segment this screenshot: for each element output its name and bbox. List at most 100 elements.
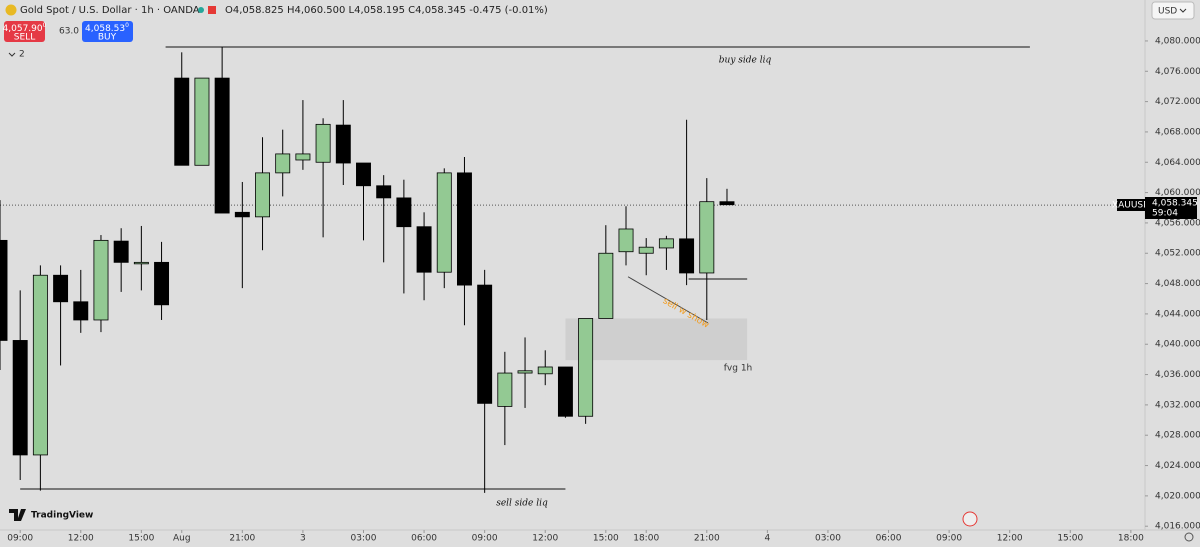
buy-price[interactable]: 4,058.530: [85, 22, 129, 34]
candle-body: [396, 197, 412, 228]
x-tick-label: 06:00: [876, 534, 902, 544]
candle-body: [356, 162, 371, 187]
currency[interactable]: USD: [1158, 7, 1177, 17]
status-dot: [198, 7, 204, 13]
candle-body: [477, 284, 493, 404]
y-tick-label: 4,060.000: [1155, 188, 1200, 198]
candle-body: [618, 228, 634, 253]
sell-price-main[interactable]: 4,057.90: [3, 24, 43, 34]
buy-price-sup[interactable]: 0: [125, 22, 129, 29]
candle-body: [234, 211, 250, 218]
x-tick-label: 06:00: [411, 534, 437, 544]
price-tag-symbol-box: [1117, 199, 1145, 211]
candle-body: [12, 340, 28, 456]
candle-body: [53, 274, 69, 303]
price-tag-price: 4,058.345: [1152, 199, 1198, 209]
x-tick-label: 3: [300, 534, 306, 544]
candle-body: [133, 261, 149, 265]
x-tick-label: 09:00: [936, 534, 962, 544]
x-tick-label: 21:00: [229, 534, 255, 544]
x-tick-label: 18:00: [633, 534, 659, 544]
x-tick-label: 03:00: [815, 534, 841, 544]
buy-label[interactable]: BUY: [98, 33, 117, 43]
candle-body: [93, 239, 109, 321]
y-tick-label: 4,032.000: [1155, 400, 1200, 410]
x-tick-label: 15:00: [593, 534, 619, 544]
price-tag-symbol: XAUUSD: [1112, 201, 1150, 211]
y-tick-label: 4,040.000: [1155, 340, 1200, 350]
buy-price-main[interactable]: 4,058.53: [85, 24, 125, 34]
x-tick-label: 12:00: [68, 534, 94, 544]
candle-body: [416, 226, 432, 273]
candle-body: [113, 240, 129, 263]
candle-body: [679, 238, 695, 274]
y-tick-label: 4,036.000: [1155, 370, 1200, 380]
fvg-box: [565, 318, 748, 361]
candle-body: [456, 172, 472, 286]
y-tick-label: 4,056.000: [1155, 218, 1200, 228]
indicator-count[interactable]: 2: [19, 50, 25, 60]
candle-body: [517, 370, 533, 374]
x-tick-label: 15:00: [1057, 534, 1083, 544]
price-tag-box: [1145, 197, 1197, 219]
candle-body: [658, 238, 674, 249]
sell-price[interactable]: 4,057.900: [3, 22, 47, 34]
candle-body: [335, 124, 351, 164]
candle-body: [174, 77, 190, 166]
candle-body: [275, 153, 291, 174]
y-tick-label: 4,064.000: [1155, 158, 1200, 168]
x-tick-label: 12:00: [532, 534, 558, 544]
y-tick-label: 4,072.000: [1155, 97, 1200, 107]
y-tick-label: 4,024.000: [1155, 461, 1200, 471]
candle-body: [376, 185, 392, 199]
price-tag-countdown: 59:04: [1152, 209, 1178, 219]
y-tick-label: 4,068.000: [1155, 127, 1200, 137]
x-tick-label: 09:00: [472, 534, 498, 544]
x-tick-label: 09:00: [7, 534, 33, 544]
sell-label[interactable]: SELL: [14, 33, 35, 43]
collapse-icon[interactable]: [8, 52, 16, 57]
x-tick-label: 03:00: [351, 534, 377, 544]
x-tick-label: 12:00: [997, 534, 1023, 544]
brand: TradingView: [31, 511, 93, 521]
y-tick-label: 4,052.000: [1155, 249, 1200, 259]
x-tick-label: 4: [765, 534, 771, 544]
candle-body: [699, 201, 715, 274]
candle-body: [578, 318, 594, 417]
y-tick-label: 4,028.000: [1155, 431, 1200, 441]
candle-body: [214, 77, 230, 214]
candle-body: [194, 77, 210, 166]
y-tick-label: 4,016.000: [1155, 522, 1200, 532]
x-tick-label: 21:00: [694, 534, 720, 544]
y-tick-label: 4,020.000: [1155, 491, 1200, 501]
candle-body: [598, 252, 614, 319]
settings-icon[interactable]: [1184, 532, 1194, 542]
candle-body: [73, 301, 89, 321]
x-tick-label: Aug: [173, 534, 191, 544]
y-tick-label: 4,080.000: [1155, 36, 1200, 46]
x-tick-label: 15:00: [128, 534, 154, 544]
candle-body: [154, 261, 170, 306]
trend-line: [627, 276, 709, 324]
buy-button[interactable]: [82, 21, 133, 42]
symbol-icon: [5, 4, 17, 16]
spread: 63.0: [59, 27, 79, 37]
annotation-label: fvg 1h: [724, 364, 753, 374]
annotation-label: buy side liq: [719, 56, 772, 66]
candle-body: [255, 172, 270, 218]
currency-button[interactable]: [1151, 1, 1195, 20]
y-tick-label: 4,076.000: [1155, 67, 1200, 77]
annotation-label: sell side liq: [496, 499, 548, 509]
sell-price-sup[interactable]: 0: [43, 22, 47, 29]
brand-logo: [9, 509, 26, 521]
currency-caret[interactable]: [1179, 8, 1187, 13]
candle-body: [436, 172, 452, 273]
candle-body: [537, 366, 553, 375]
event-flag[interactable]: [962, 511, 978, 527]
x-tick-label: 18:00: [1118, 534, 1144, 544]
candle-body: [32, 274, 48, 456]
sell-button[interactable]: [4, 21, 45, 42]
candle-body: [497, 372, 513, 407]
candle-body: [315, 123, 331, 163]
